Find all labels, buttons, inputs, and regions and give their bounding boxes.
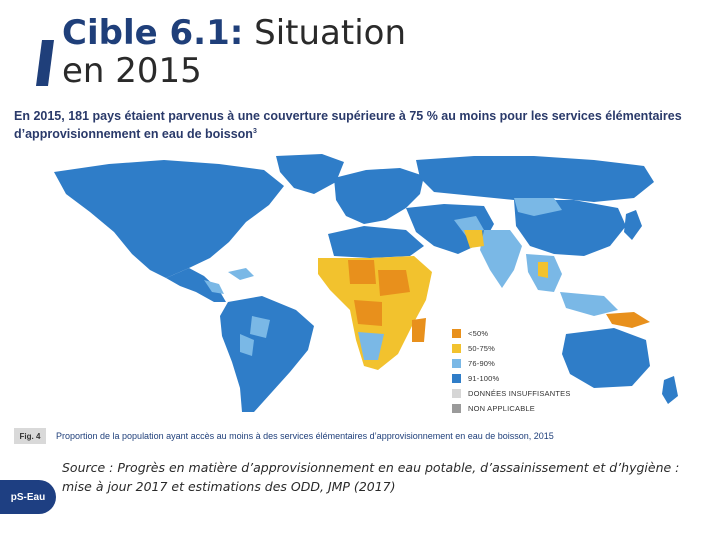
legend-item: 76-90% [452, 356, 602, 371]
map-headline-text: En 2015, 181 pays étaient parvenus à une… [14, 109, 682, 142]
legend-item: 50-75% [452, 341, 602, 356]
legend-item: 91-100% [452, 371, 602, 386]
ps-eau-logo: pS-Eau [0, 480, 56, 514]
region-north-america [54, 160, 284, 278]
legend-label: 91-100% [468, 374, 500, 383]
legend-label: <50% [468, 329, 489, 338]
title-accent-bar [36, 40, 54, 86]
region-central-america [166, 268, 226, 302]
map-headline-footnote: 3 [252, 128, 257, 135]
legend-swatch [452, 329, 461, 338]
world-map-graphic [54, 154, 678, 412]
legend-swatch [452, 404, 461, 413]
legend-item: NON APPLICABLE [452, 401, 602, 416]
world-map [14, 150, 704, 420]
region-new-zealand [662, 376, 678, 404]
source-citation: Source : Progrès en matière d’approvisio… [62, 460, 680, 494]
figure-caption: Proportion de la population ayant accès … [56, 431, 554, 441]
region-south-asia [480, 230, 522, 288]
legend-item: DONNÉES INSUFFISANTES [452, 386, 602, 401]
map-legend: <50% 50-75% 76-90% 91-100% DONNÉES INSUF… [452, 326, 602, 416]
legend-swatch [452, 359, 461, 368]
legend-label: 76-90% [468, 359, 496, 368]
figure-label: Fig. 4 [14, 428, 46, 444]
legend-swatch [452, 344, 461, 353]
legend-swatch [452, 374, 461, 383]
legend-item: <50% [452, 326, 602, 341]
region-europe [334, 168, 424, 224]
region-south-america [220, 296, 314, 412]
region-north-africa [328, 226, 424, 258]
region-japan [624, 210, 642, 240]
region-papua [606, 312, 650, 328]
slide-title-rest: Situation en 2015 [62, 13, 407, 91]
region-north-asia [416, 156, 654, 202]
slide-title-bold: Cible 6.1: [62, 13, 244, 53]
map-headline: En 2015, 181 pays étaient parvenus à une… [14, 108, 704, 142]
slide-title: Cible 6.1: Situation en 2015 [62, 14, 442, 90]
legend-label: DONNÉES INSUFFISANTES [468, 389, 571, 398]
region-greenland [276, 154, 344, 194]
legend-label: 50-75% [468, 344, 496, 353]
region-australia [562, 328, 650, 388]
legend-swatch [452, 389, 461, 398]
legend-label: NON APPLICABLE [468, 404, 535, 413]
